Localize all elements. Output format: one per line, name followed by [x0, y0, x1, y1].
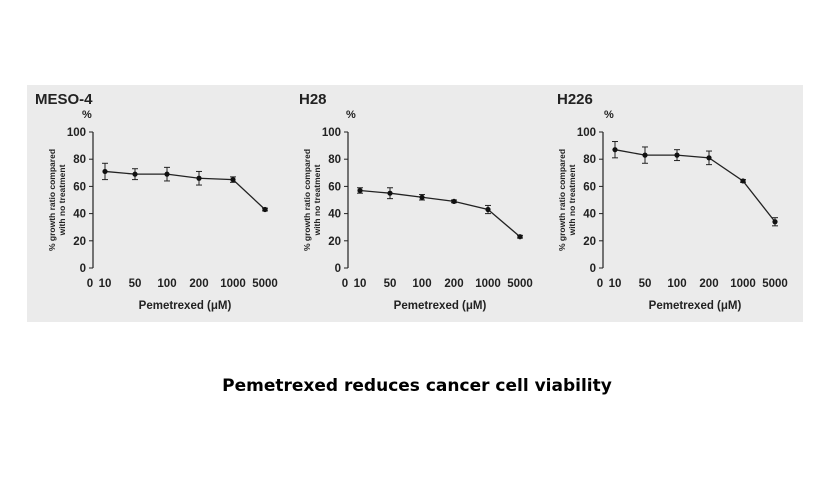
x-tick-label: 0 — [342, 278, 348, 290]
series-line — [104, 170, 266, 210]
y-tick-label: 100 — [577, 127, 596, 139]
x-tick-label: 100 — [412, 278, 431, 290]
data-point — [164, 171, 170, 177]
y-tick-label: 40 — [583, 209, 596, 221]
y-axis-label: % growth ratio compared — [557, 149, 567, 251]
x-axis-title: Pemetrexed (μM) — [649, 300, 742, 312]
x-tick-label: 50 — [129, 278, 142, 290]
x-tick-label: 1000 — [220, 278, 246, 290]
unit-label: % — [604, 109, 614, 121]
y-axis-label: with no treatment — [57, 164, 67, 236]
y-tick-label: 80 — [73, 154, 86, 166]
y-axis-label: % growth ratio compared — [302, 149, 312, 251]
y-tick-label: 40 — [73, 209, 86, 221]
x-tick-label: 50 — [639, 278, 652, 290]
y-axis-label: % growth ratio compared — [47, 149, 57, 251]
figure-caption: Pemetrexed reduces cancer cell viability — [222, 376, 612, 396]
x-tick-label: 50 — [384, 278, 397, 290]
x-axis-title: Pemetrexed (μM) — [139, 300, 232, 312]
data-point — [102, 168, 108, 175]
series-line — [614, 149, 776, 223]
data-point — [419, 194, 425, 200]
x-tick-label: 10 — [99, 278, 112, 290]
y-tick-label: 0 — [590, 263, 596, 275]
y-tick-label: 100 — [67, 127, 86, 139]
data-point — [706, 155, 712, 161]
x-tick-label: 10 — [354, 278, 367, 290]
y-tick-label: 80 — [328, 154, 341, 166]
unit-label: % — [82, 109, 92, 121]
x-tick-label: 100 — [157, 278, 176, 290]
chart-title: H226 — [557, 91, 593, 108]
x-tick-label: 200 — [189, 278, 208, 290]
data-point — [612, 147, 618, 153]
x-tick-label: 5000 — [507, 278, 533, 290]
x-tick-label: 200 — [444, 278, 463, 290]
data-point — [772, 219, 778, 225]
x-tick-label: 10 — [609, 278, 622, 290]
data-point — [674, 152, 680, 158]
x-tick-label: 5000 — [252, 278, 278, 290]
y-tick-label: 0 — [335, 263, 341, 275]
chart-title: MESO-4 — [35, 91, 93, 108]
x-tick-label: 100 — [667, 278, 686, 290]
data-point — [740, 178, 746, 184]
y-tick-label: 20 — [73, 236, 86, 248]
x-tick-label: 0 — [87, 278, 93, 290]
y-axis-label: with no treatment — [567, 164, 577, 236]
data-point — [196, 175, 202, 181]
chart-title: H28 — [299, 91, 327, 108]
y-tick-label: 80 — [583, 154, 596, 166]
unit-label: % — [346, 109, 356, 121]
x-tick-label: 200 — [699, 278, 718, 290]
y-tick-label: 20 — [328, 236, 341, 248]
y-axis-label: with no treatment — [312, 164, 322, 236]
figure-panel: MESO-4% 0 20 40 60 80 100% growth ratio compar… — [27, 85, 803, 322]
y-tick-label: 100 — [322, 127, 341, 139]
data-point — [485, 206, 491, 213]
data-point — [517, 234, 523, 240]
x-tick-label: 5000 — [762, 278, 788, 290]
y-tick-label: 0 — [80, 263, 86, 275]
data-point — [230, 177, 236, 183]
x-tick-label: 1000 — [730, 278, 756, 290]
y-tick-label: 60 — [583, 181, 596, 193]
data-point — [262, 206, 268, 213]
x-axis-title: Pemetrexed (μM) — [394, 300, 487, 312]
x-tick-label: 1000 — [475, 278, 501, 290]
data-point — [451, 198, 457, 204]
x-tick-label: 0 — [597, 278, 603, 290]
y-tick-label: 60 — [328, 181, 341, 193]
data-point — [642, 152, 648, 158]
series-line — [359, 189, 521, 238]
y-tick-label: 60 — [73, 181, 86, 193]
y-tick-label: 20 — [583, 236, 596, 248]
data-point — [387, 190, 393, 196]
data-point — [132, 171, 138, 177]
y-tick-label: 40 — [328, 209, 341, 221]
data-point — [357, 187, 363, 194]
